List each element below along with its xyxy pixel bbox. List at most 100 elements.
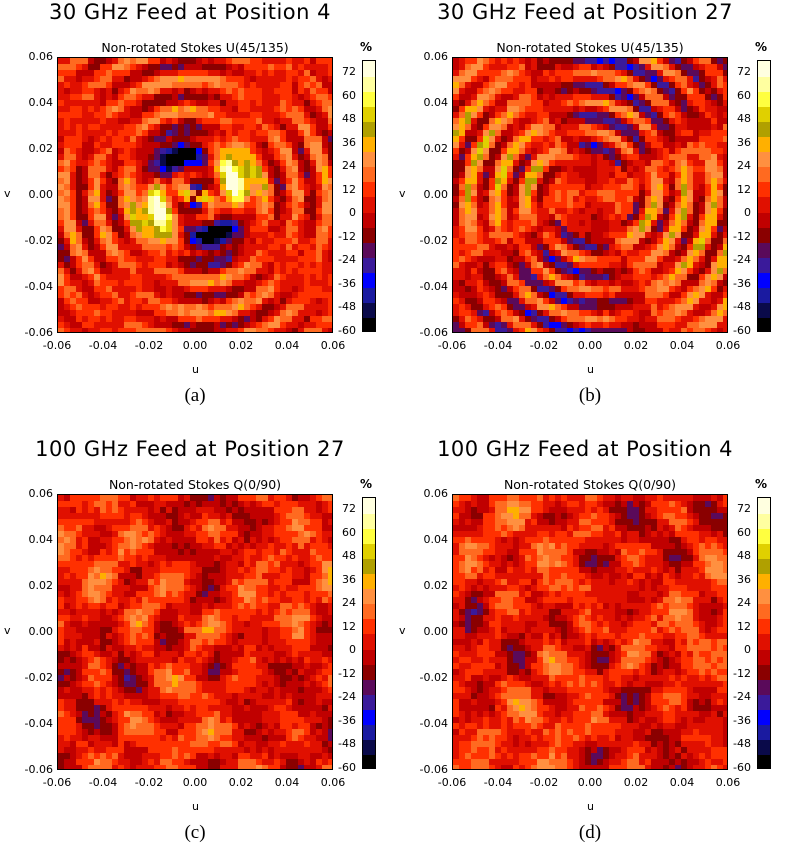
heatmap-cell bbox=[214, 304, 221, 311]
heatmap-cell bbox=[262, 567, 269, 574]
heatmap-cell bbox=[94, 531, 101, 538]
heatmap-cell bbox=[112, 531, 119, 538]
heatmap-cell bbox=[693, 142, 700, 149]
heatmap-cell bbox=[609, 310, 616, 317]
heatmap-cell bbox=[178, 501, 185, 508]
heatmap-cell bbox=[675, 304, 682, 311]
heatmap-cell bbox=[459, 328, 466, 333]
heatmap-cell bbox=[160, 154, 167, 161]
heatmap-cell bbox=[256, 298, 263, 305]
heatmap-cell bbox=[579, 136, 586, 143]
heatmap-cell bbox=[238, 244, 245, 251]
heatmap-cell bbox=[651, 100, 658, 107]
heatmap-cell bbox=[483, 310, 490, 317]
heatmap-cell bbox=[705, 322, 712, 329]
heatmap-cell bbox=[322, 220, 329, 227]
heatmap-cell bbox=[585, 154, 592, 161]
heatmap-cell bbox=[250, 501, 257, 508]
heatmap-cell bbox=[675, 178, 682, 185]
heatmap-cell bbox=[639, 160, 646, 167]
heatmap-cell bbox=[160, 328, 167, 333]
heatmap-cell bbox=[142, 316, 149, 323]
heatmap-cell bbox=[609, 322, 616, 329]
heatmap-cell bbox=[184, 573, 191, 580]
heatmap-cell bbox=[106, 64, 113, 71]
heatmap-cell bbox=[711, 184, 718, 191]
heatmap-cell bbox=[262, 166, 269, 173]
heatmap-cell bbox=[711, 262, 718, 269]
heatmap-cell bbox=[238, 190, 245, 197]
heatmap-cell bbox=[603, 328, 610, 333]
heatmap-cell bbox=[154, 250, 161, 257]
heatmap-cell bbox=[639, 148, 646, 155]
heatmap-cell bbox=[238, 519, 245, 526]
heatmap-cell bbox=[579, 178, 586, 185]
heatmap-cell bbox=[501, 94, 508, 101]
heatmap-cell bbox=[70, 549, 77, 556]
heatmap-cell bbox=[238, 543, 245, 550]
heatmap-cell bbox=[160, 519, 167, 526]
heatmap-cell bbox=[310, 322, 317, 329]
heatmap-cell bbox=[202, 238, 209, 245]
heatmap-cell bbox=[142, 112, 149, 119]
heatmap-cell bbox=[465, 316, 472, 323]
heatmap-cell bbox=[274, 328, 281, 333]
heatmap-cell bbox=[58, 322, 65, 329]
heatmap-cell bbox=[453, 172, 460, 179]
heatmap-cell bbox=[106, 328, 113, 333]
heatmap-cell bbox=[328, 244, 333, 251]
heatmap-cell bbox=[579, 202, 586, 209]
heatmap-cell bbox=[633, 76, 640, 83]
heatmap-cell bbox=[453, 112, 460, 119]
heatmap-cell bbox=[154, 268, 161, 275]
heatmap-cell bbox=[579, 262, 586, 269]
heatmap-cell bbox=[507, 112, 514, 119]
heatmap-cell bbox=[88, 82, 95, 89]
heatmap-cell bbox=[465, 322, 472, 329]
heatmap-cell bbox=[657, 130, 664, 137]
heatmap-cell bbox=[94, 172, 101, 179]
heatmap-cell bbox=[639, 118, 646, 125]
heatmap-cell bbox=[531, 310, 538, 317]
heatmap-cell bbox=[64, 196, 71, 203]
heatmap-cell bbox=[525, 280, 532, 287]
heatmap-cell bbox=[172, 82, 179, 89]
heatmap-cell bbox=[304, 124, 311, 131]
heatmap-cell bbox=[232, 166, 239, 173]
heatmap-cell bbox=[609, 202, 616, 209]
heatmap-cell bbox=[669, 250, 676, 257]
heatmap-cell bbox=[130, 88, 137, 95]
heatmap-cell bbox=[495, 178, 502, 185]
heatmap-cell bbox=[543, 148, 550, 155]
heatmap-cell bbox=[106, 304, 113, 311]
heatmap-cell bbox=[687, 178, 694, 185]
heatmap-cell bbox=[142, 58, 149, 65]
heatmap-cell bbox=[202, 256, 209, 263]
heatmap-cell bbox=[232, 549, 239, 556]
heatmap-cell bbox=[100, 298, 107, 305]
heatmap-cell bbox=[489, 82, 496, 89]
heatmap-cell bbox=[196, 274, 203, 281]
heatmap-cell bbox=[298, 226, 305, 233]
heatmap-cell bbox=[100, 292, 107, 299]
heatmap-cell bbox=[130, 573, 137, 580]
heatmap-cell bbox=[681, 220, 688, 227]
heatmap-cell bbox=[160, 573, 167, 580]
heatmap-cell bbox=[178, 537, 185, 544]
heatmap-cell bbox=[250, 184, 257, 191]
heatmap-cell bbox=[70, 501, 77, 508]
heatmap-cell bbox=[711, 178, 718, 185]
heatmap-cell bbox=[621, 76, 628, 83]
heatmap-cell bbox=[699, 238, 706, 245]
heatmap-cell bbox=[537, 64, 544, 71]
heatmap-cell bbox=[633, 172, 640, 179]
heatmap-cell bbox=[76, 573, 83, 580]
heatmap-cell bbox=[100, 118, 107, 125]
heatmap-cell bbox=[76, 160, 83, 167]
heatmap-cell bbox=[280, 555, 287, 562]
heatmap-cell bbox=[274, 262, 281, 269]
heatmap-cell bbox=[178, 64, 185, 71]
heatmap-cell bbox=[202, 525, 209, 532]
heatmap-cell bbox=[525, 202, 532, 209]
heatmap-cell bbox=[573, 202, 580, 209]
